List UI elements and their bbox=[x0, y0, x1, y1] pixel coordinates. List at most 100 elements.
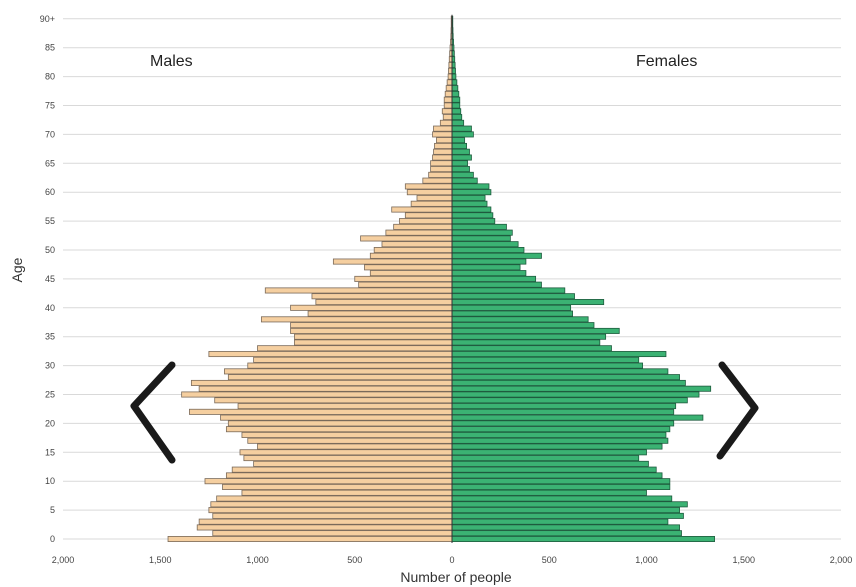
female-bar bbox=[451, 102, 461, 109]
male-bar bbox=[290, 322, 453, 329]
male-bar bbox=[231, 466, 453, 473]
male-bar bbox=[241, 489, 453, 496]
male-bar bbox=[430, 166, 453, 173]
male-bar bbox=[432, 154, 453, 161]
female-bar bbox=[451, 166, 470, 173]
female-bar bbox=[451, 287, 566, 294]
female-bar bbox=[451, 85, 459, 92]
male-bar bbox=[393, 223, 453, 230]
x-axis-title: Number of people bbox=[400, 569, 512, 585]
female-bar bbox=[451, 322, 595, 329]
male-bar bbox=[222, 483, 453, 490]
female-bar bbox=[451, 512, 684, 519]
female-bar bbox=[451, 131, 474, 138]
female-bar bbox=[451, 90, 460, 97]
female-bar bbox=[451, 235, 511, 242]
male-bar bbox=[208, 351, 453, 358]
male-bar bbox=[190, 379, 453, 386]
male-bar bbox=[216, 495, 453, 502]
female-bar bbox=[451, 391, 700, 398]
bars bbox=[167, 14, 715, 543]
male-bar bbox=[430, 160, 453, 167]
male-bar bbox=[406, 189, 453, 196]
female-bar bbox=[451, 67, 456, 74]
female-bar bbox=[451, 524, 680, 531]
male-bar bbox=[220, 414, 453, 421]
female-bar bbox=[451, 194, 486, 201]
female-bar bbox=[451, 206, 492, 213]
male-bar bbox=[444, 90, 453, 97]
male-bar bbox=[443, 102, 453, 109]
female-bar bbox=[451, 403, 677, 410]
male-bar bbox=[189, 408, 453, 415]
female-bar bbox=[451, 218, 496, 225]
female-bar bbox=[451, 241, 519, 248]
male-bar bbox=[358, 281, 453, 288]
x-tick-label: 1,500 bbox=[149, 555, 172, 565]
male-bar bbox=[436, 137, 453, 144]
y-tick-label: 10 bbox=[45, 476, 55, 486]
female-bar bbox=[451, 351, 667, 358]
y-tick-label: 20 bbox=[45, 418, 55, 428]
female-bar bbox=[451, 460, 649, 467]
female-bar bbox=[451, 258, 527, 265]
male-bar bbox=[447, 73, 453, 80]
male-bar bbox=[373, 246, 453, 253]
male-bar bbox=[247, 437, 453, 444]
male-bar bbox=[181, 391, 453, 398]
female-bar bbox=[451, 183, 490, 190]
male-bar bbox=[391, 206, 453, 213]
male-bar bbox=[369, 270, 453, 277]
male-bar bbox=[212, 512, 453, 519]
male-bar bbox=[445, 85, 453, 92]
y-tick-label: 90+ bbox=[40, 14, 55, 24]
male-bar bbox=[247, 362, 453, 369]
female-bar bbox=[451, 304, 572, 311]
female-bar bbox=[451, 333, 607, 340]
male-bar bbox=[167, 536, 453, 543]
y-axis-ticks: 0 5 10 15 20 25 30 35 40 45 50 55 60 65 70 75 80 85 90+ bbox=[40, 14, 55, 544]
male-bar bbox=[264, 287, 453, 294]
female-bar bbox=[451, 507, 680, 514]
male-bar bbox=[225, 426, 453, 433]
female-bar bbox=[451, 177, 478, 184]
male-bar bbox=[360, 235, 453, 242]
x-tick-label: 1,000 bbox=[246, 555, 269, 565]
female-bar bbox=[451, 397, 688, 404]
male-bar bbox=[311, 293, 453, 300]
female-bar bbox=[451, 368, 669, 375]
female-bar bbox=[451, 252, 542, 259]
male-bar bbox=[416, 194, 453, 201]
female-bar bbox=[451, 264, 521, 271]
male-bar bbox=[439, 119, 453, 126]
male-bar bbox=[198, 385, 453, 392]
female-bar bbox=[451, 73, 457, 80]
female-bar bbox=[451, 472, 663, 479]
male-bar bbox=[253, 356, 453, 363]
male-bar bbox=[369, 252, 453, 259]
male-bar bbox=[354, 275, 453, 282]
y-tick-label: 60 bbox=[45, 187, 55, 197]
males-label: Males bbox=[150, 53, 193, 70]
male-bar bbox=[214, 397, 453, 404]
y-tick-label: 65 bbox=[45, 158, 55, 168]
male-bar bbox=[224, 368, 453, 375]
y-tick-label: 35 bbox=[45, 332, 55, 342]
male-bar bbox=[385, 229, 453, 236]
female-bar bbox=[451, 316, 589, 323]
female-bar bbox=[451, 160, 468, 167]
male-bar bbox=[364, 264, 453, 271]
female-bar bbox=[451, 449, 647, 456]
female-bar bbox=[451, 114, 463, 121]
y-tick-label: 55 bbox=[45, 216, 55, 226]
y-axis-title: Age bbox=[9, 257, 25, 282]
male-bar bbox=[243, 455, 453, 462]
male-bar bbox=[433, 148, 453, 155]
female-bar bbox=[451, 327, 620, 334]
female-bar bbox=[451, 374, 680, 381]
male-bar bbox=[428, 171, 453, 178]
male-bar bbox=[257, 443, 453, 450]
female-bar bbox=[451, 171, 474, 178]
female-bar bbox=[451, 96, 461, 103]
male-bar bbox=[441, 108, 453, 115]
